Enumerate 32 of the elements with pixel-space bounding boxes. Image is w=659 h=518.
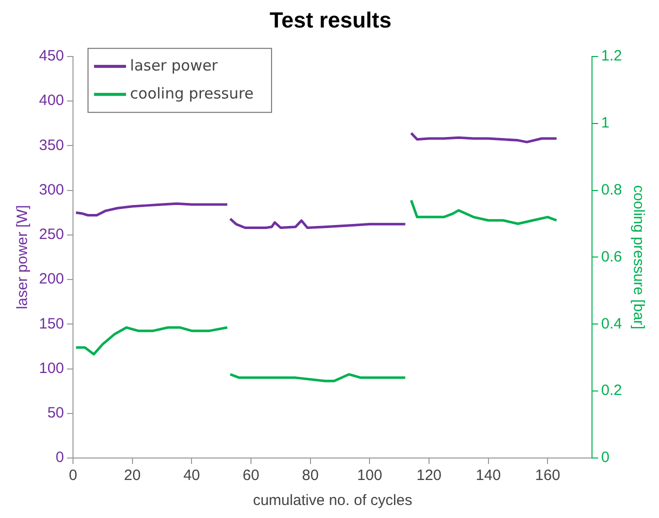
- y2-tick-label: 0.6: [601, 248, 622, 266]
- x-axis-title: cumulative no. of cycles: [252, 492, 412, 510]
- y2-tick-label: 1: [601, 114, 610, 132]
- x-tick-label: 20: [124, 467, 141, 484]
- y2-tick-label: 0.2: [601, 382, 622, 400]
- x-tick-label: 100: [357, 467, 382, 484]
- y-tick-label: 100: [38, 360, 64, 377]
- y-tick-label: 200: [38, 270, 64, 288]
- y-tick-label: 400: [38, 92, 64, 110]
- y2-tick-label: 0.4: [601, 315, 622, 332]
- y-tick-label: 150: [38, 315, 64, 332]
- x-tick-label: 0: [68, 467, 78, 484]
- legend-label: laser power: [130, 56, 219, 74]
- y-tick-label: 450: [38, 48, 64, 65]
- y-tick-label: 250: [38, 226, 64, 244]
- y-tick-label: 50: [47, 404, 64, 422]
- x-tick-label: 120: [416, 467, 442, 484]
- x-tick-label: 40: [183, 467, 200, 484]
- y2-tick-label: 1.2: [601, 48, 622, 65]
- y-axis-title: laser power [W]: [14, 205, 32, 310]
- y-tick-label: 0: [56, 449, 64, 466]
- y2-axis-title: cooling pressure [bar]: [630, 185, 647, 330]
- x-tick-label: 140: [476, 467, 501, 484]
- x-tick-label: 60: [242, 467, 260, 484]
- x-tick-label: 160: [535, 467, 560, 484]
- x-tick-label: 80: [302, 467, 319, 484]
- y-tick-label: 300: [38, 181, 64, 198]
- y2-tick-label: 0.8: [601, 181, 622, 198]
- legend-label: cooling pressure: [130, 84, 254, 102]
- y-tick-label: 350: [38, 136, 64, 154]
- chart-title: Test results: [270, 7, 392, 32]
- y2-tick-label: 0: [601, 449, 610, 466]
